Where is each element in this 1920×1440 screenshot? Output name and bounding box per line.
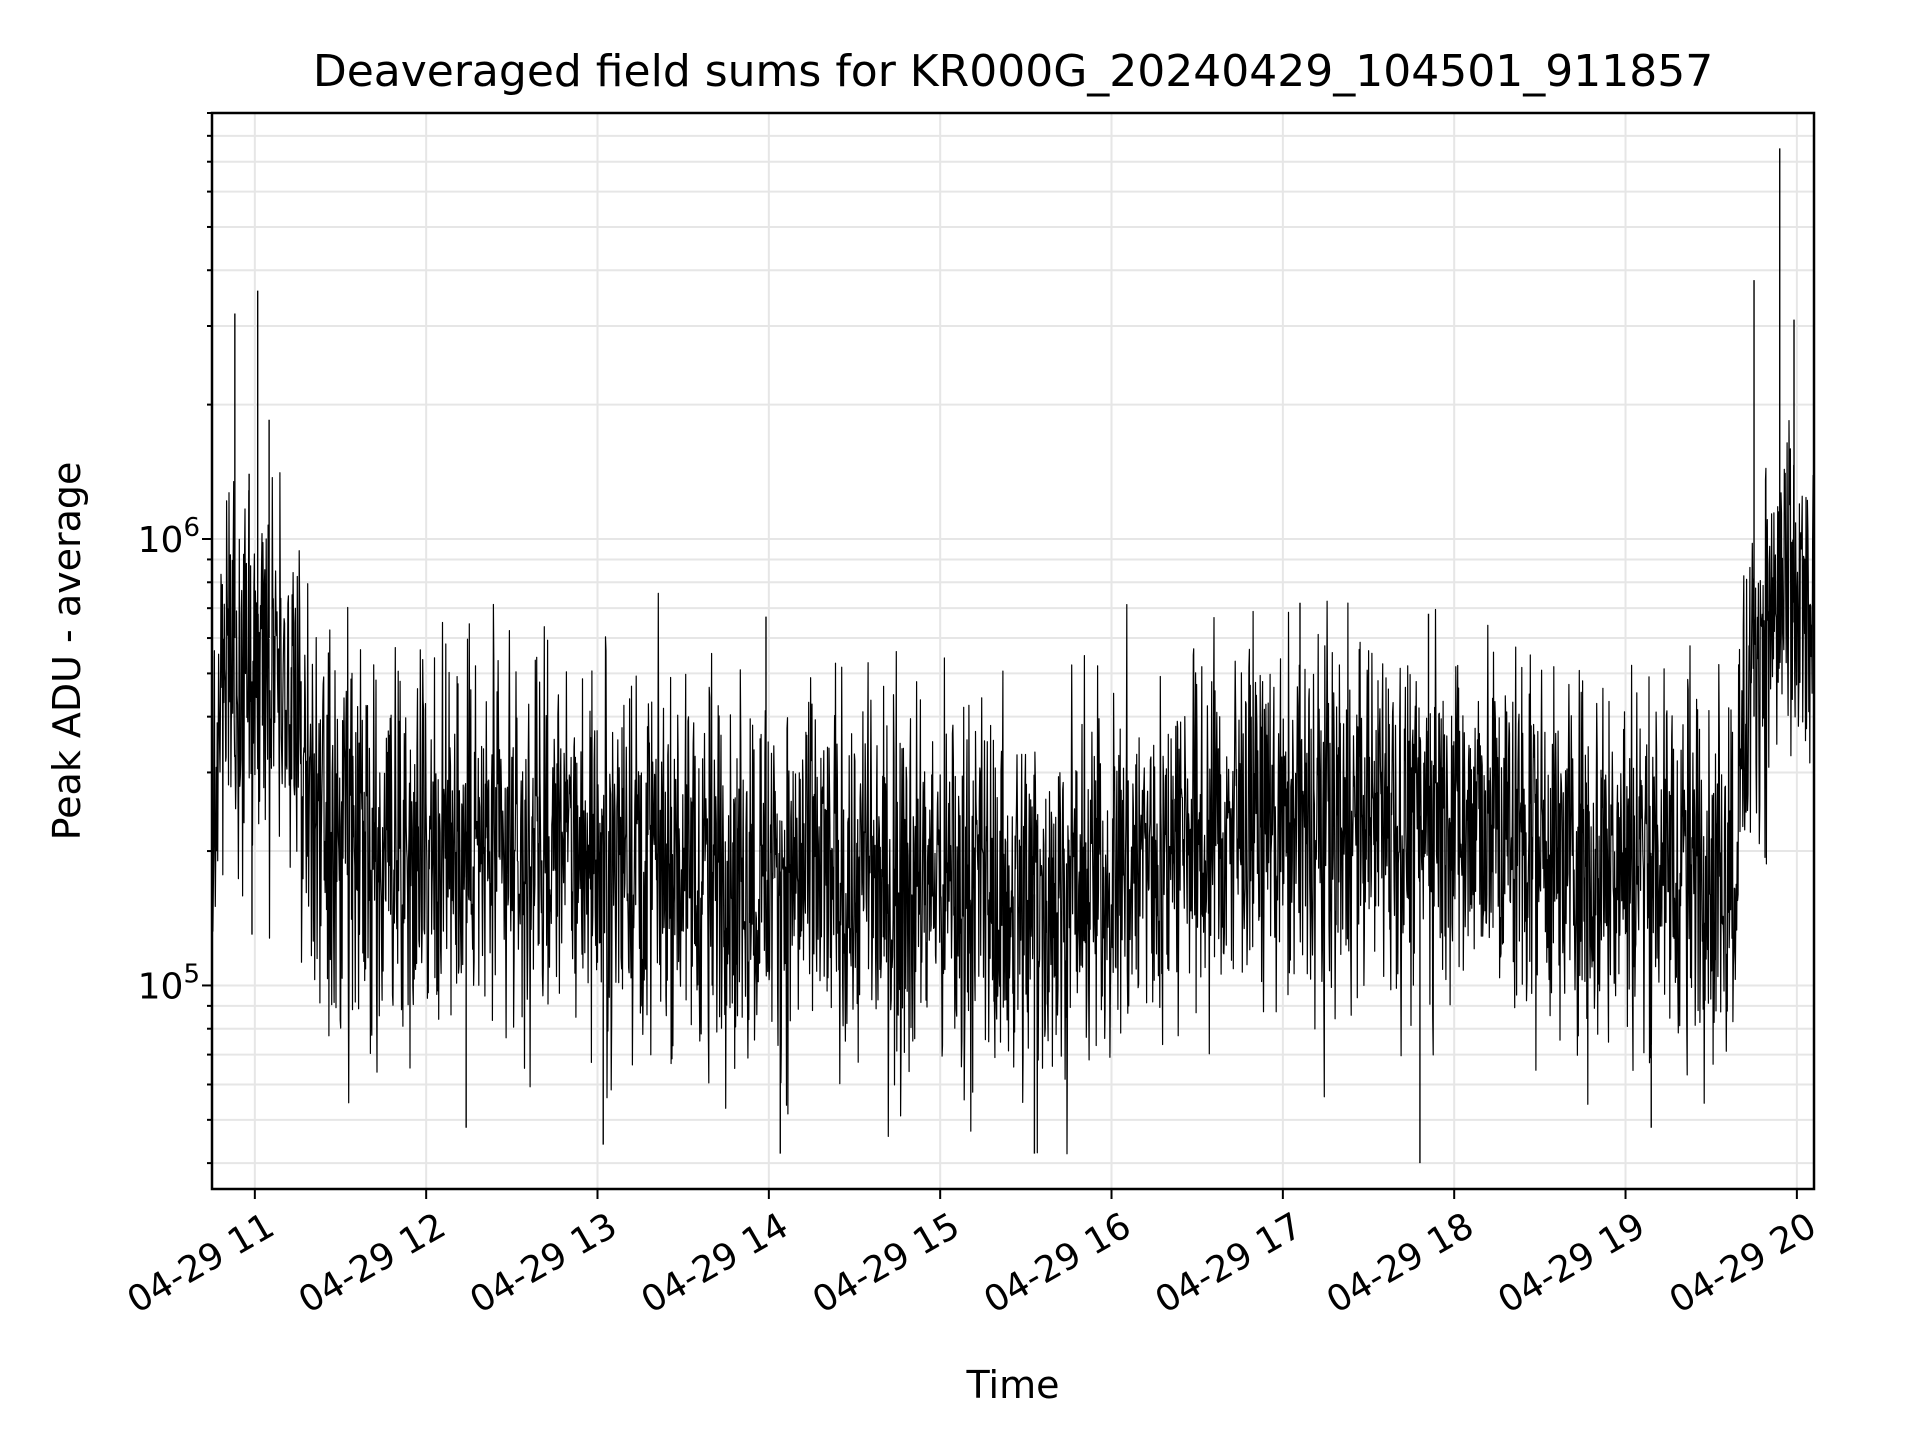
series-line (211, 420, 1815, 1155)
grid (212, 112, 1814, 1189)
y-axis-label: Peak ADU - average (45, 462, 89, 841)
x-axis-label: Time (966, 1363, 1060, 1407)
chart-title: Deaveraged field sums for KR000G_2024042… (313, 46, 1713, 97)
y-tick-label: 106 (138, 513, 200, 561)
y-axis: 105 106 (138, 112, 212, 1165)
plot-area (211, 148, 1815, 1164)
y-tick-label: 105 (138, 959, 200, 1007)
plot-frame (210, 111, 1816, 1191)
